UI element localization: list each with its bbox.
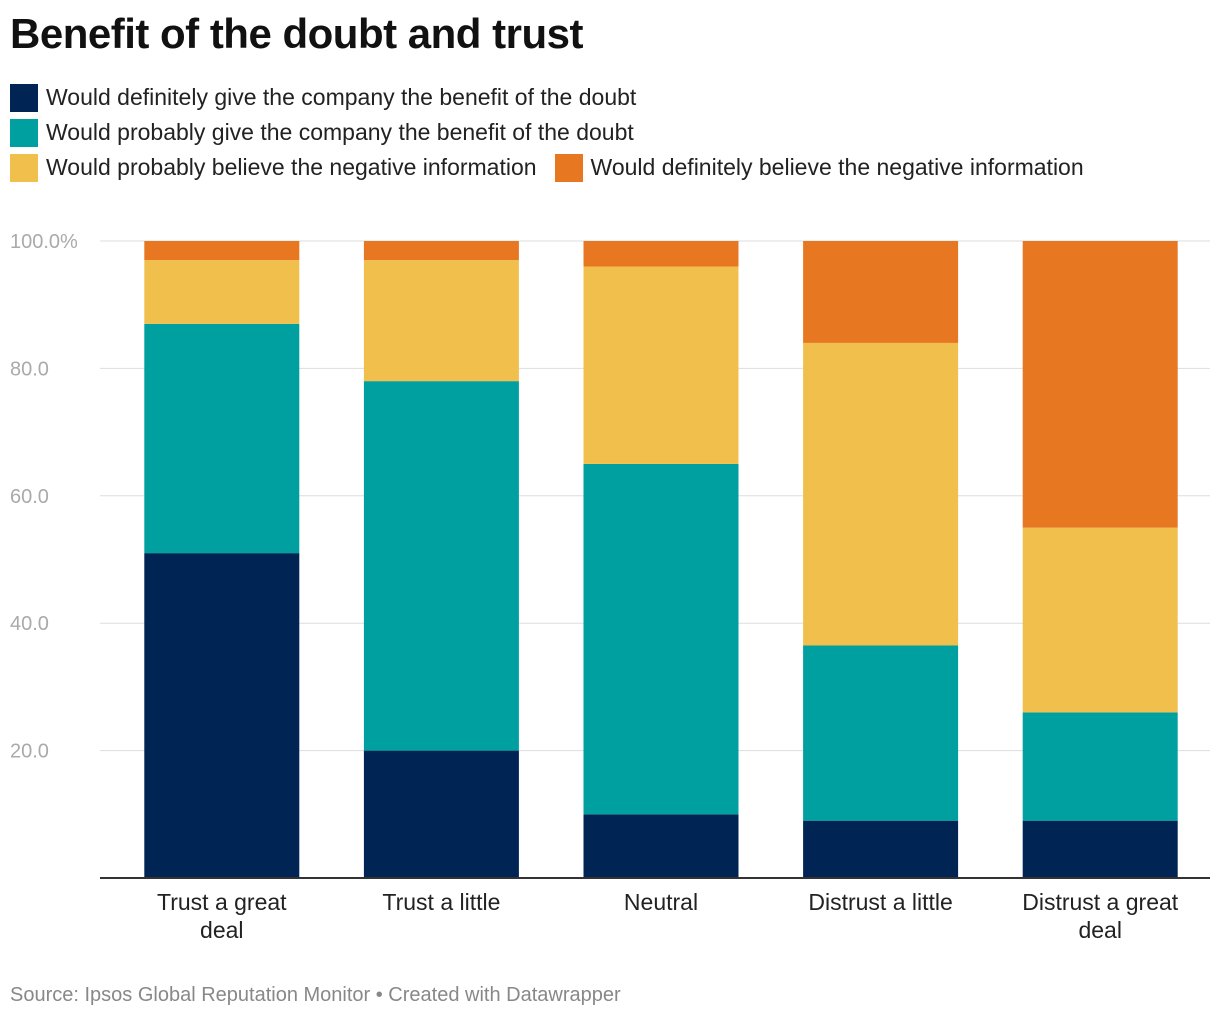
legend: Would definitely give the company the be… [10,80,1210,185]
bar-segment-3 [1022,527,1178,713]
bar-segment-2 [583,463,739,815]
bar-segment-2 [803,645,959,821]
legend-label: Would definitely give the company the be… [46,84,637,110]
bar-segment-1 [144,553,300,878]
stacked-bar-chart: 20.0 40.0 60.0 80.0 100.0% Trust a great deal T… [10,231,1210,943]
legend-label: Would probably believe the negative info… [46,154,537,180]
bar-segment-3 [144,260,300,324]
bar-segment-2 [1022,712,1178,821]
source-note: Source: Ipsos Global Reputation Monitor … [10,984,621,1006]
bar-segment-1 [1022,820,1178,878]
y-tick-label: 100.0% [10,231,78,253]
legend-label: Would definitely believe the negative in… [590,154,1084,180]
bar-segment-1 [803,820,959,878]
legend-label: Would probably give the company the bene… [46,119,634,145]
legend-item-definitely-benefit: Would definitely give the company the be… [10,83,637,112]
x-category-label: Distrust a little [808,889,952,915]
bar-segment-4 [144,241,300,261]
legend-item-probably-negative: Would probably believe the negative info… [10,153,537,182]
y-tick-label: 20.0 [10,741,49,763]
legend-swatch [10,118,38,147]
bar-segment-4 [363,241,519,261]
legend-item-definitely-negative: Would definitely believe the negative in… [554,153,1084,182]
bar-segment-2 [363,381,519,751]
bar-segment-1 [583,814,739,878]
bar-segment-3 [583,266,739,464]
bar-segment-3 [803,342,959,646]
y-tick-label: 80.0 [10,358,49,380]
legend-item-probably-benefit: Would probably give the company the bene… [10,118,634,147]
legend-swatch [10,153,38,182]
chart-title: Benefit of the doubt and trust [10,10,583,57]
bar-segment-4 [803,241,959,343]
bar-segment-4 [583,241,739,267]
legend-swatch [10,83,38,112]
x-category-label: Trust a little [382,889,500,915]
bar-segment-3 [363,260,519,382]
bar-segment-2 [144,323,300,554]
bar-segment-1 [363,750,519,878]
y-tick-label: 60.0 [10,486,49,508]
bar-segment-4 [1022,241,1178,528]
x-category-label: Distrust a great deal [1022,889,1179,943]
y-tick-label: 40.0 [10,613,49,635]
x-category-label: Trust a great deal [157,889,287,943]
x-category-label: Neutral [624,889,698,915]
legend-swatch [554,153,583,182]
